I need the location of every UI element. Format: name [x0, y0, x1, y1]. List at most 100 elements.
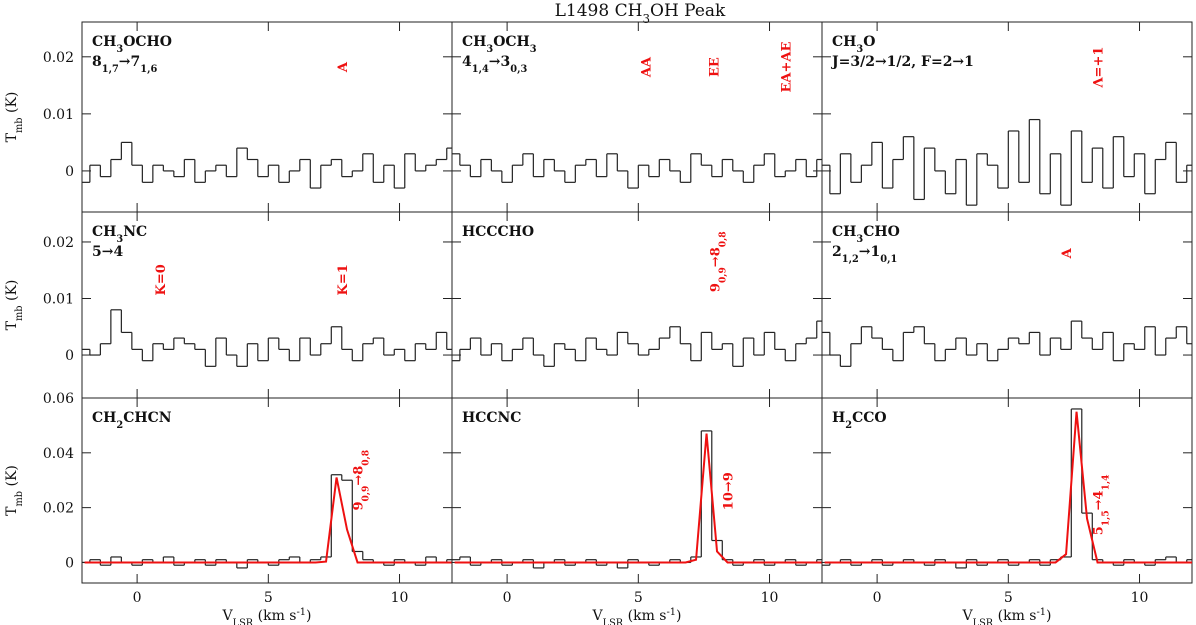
- text-run: O: [863, 34, 875, 50]
- text-run: →4: [1092, 490, 1107, 510]
- transition-label: AA: [639, 56, 654, 78]
- plot-area: [82, 474, 452, 569]
- gaussian-fit: [84, 477, 452, 564]
- x-tick-label: 10: [391, 590, 409, 606]
- subscript: 0,3: [510, 64, 527, 75]
- species-label: HCCCHO: [462, 224, 534, 240]
- transition-label: EA+AE: [779, 42, 794, 93]
- species-label: CH3OCHO: [92, 34, 172, 55]
- plot-area: [822, 408, 1192, 569]
- y-tick-label: 0.06: [43, 391, 74, 407]
- subscript: 3: [530, 44, 537, 55]
- text-run: (K): [4, 280, 20, 306]
- y-tick-label: 0.02: [43, 50, 74, 66]
- text-run: V: [961, 608, 973, 624]
- text-run: T: [4, 506, 20, 516]
- panel-frame: [821, 397, 1193, 584]
- species-label: CH3OCH3: [462, 34, 537, 55]
- species-label: CH3CHO: [832, 224, 900, 245]
- text-run: Λ=+1: [1092, 47, 1107, 89]
- subscript: mb: [14, 305, 25, 321]
- text-run: K=1: [336, 264, 351, 295]
- text-run: T: [4, 132, 20, 142]
- transition-label: A: [336, 61, 351, 73]
- subscript: 3: [486, 44, 493, 55]
- text-run: CH: [92, 34, 116, 50]
- gaussian-fit: [824, 411, 1192, 564]
- subscript: 0,8: [717, 231, 728, 247]
- y-tick-label: 0.02: [43, 235, 74, 251]
- transition-label: K=0: [154, 264, 169, 295]
- x-tick-label: 10: [761, 590, 779, 606]
- text-run: T: [4, 320, 20, 330]
- text-run: A: [1060, 247, 1075, 259]
- plot-area: [82, 141, 452, 189]
- plot-area: [452, 320, 822, 367]
- y-tick-label: 0.01: [43, 291, 74, 307]
- text-run: (K): [4, 92, 20, 118]
- text-run: CH: [92, 410, 116, 426]
- x-tick-label: 5: [264, 590, 273, 606]
- text-run: (km s: [993, 608, 1036, 624]
- text-run: 5→4: [92, 244, 123, 260]
- text-run: OCHO: [123, 34, 172, 50]
- subscript: 0,1: [880, 254, 897, 265]
- subscript: LSR: [973, 618, 994, 625]
- species-label: H2CCO: [832, 410, 887, 431]
- plot-area: [82, 309, 452, 367]
- text-run: OCH: [493, 34, 530, 50]
- text-run: EE: [707, 57, 722, 77]
- text-run: A: [336, 61, 351, 73]
- text-run: CCO: [852, 410, 886, 426]
- x-axis-label: VLSR (km s-1): [221, 607, 311, 625]
- transition-label: 10→9: [722, 472, 737, 510]
- transition-label: Λ=+1: [1092, 47, 1107, 89]
- subscript: 3: [116, 234, 123, 245]
- text-run: V: [591, 608, 603, 624]
- subscript: mb: [14, 491, 25, 507]
- species-label: CH3NC: [92, 224, 147, 245]
- transition-label: K=1: [336, 264, 351, 295]
- species-label: CH3O: [832, 34, 875, 55]
- y-axis-label: Tmb (K): [4, 92, 25, 143]
- text-run: 8: [92, 54, 102, 70]
- panel-frame: [821, 21, 1193, 213]
- species-label: 21,2→10,1: [832, 244, 897, 265]
- subscript: 1,6: [140, 64, 157, 75]
- text-run: →1: [859, 244, 880, 260]
- text-run: HCCNC: [462, 410, 521, 426]
- species-label: CH2CHCN: [92, 410, 172, 431]
- x-tick-label: 5: [1004, 590, 1013, 606]
- text-run: NC: [123, 224, 147, 240]
- species-label: 81,7→71,6: [92, 54, 158, 75]
- text-run: OH Peak: [650, 1, 726, 21]
- text-run: L1498 CH: [555, 1, 643, 21]
- plot-area: [452, 430, 822, 569]
- subscript: 1,4: [1100, 475, 1111, 491]
- text-run: →7: [119, 54, 140, 70]
- subscript: 1,4: [472, 64, 489, 75]
- y-tick-label: 0: [65, 555, 74, 571]
- subscript: 3: [856, 234, 863, 245]
- subscript: LSR: [603, 618, 624, 625]
- transition-label: 51,5→41,4: [1092, 475, 1112, 536]
- plot-area: [822, 320, 1192, 367]
- subscript: 0,9: [360, 486, 371, 502]
- superscript: -1: [1037, 607, 1047, 618]
- figure-title: L1498 CH3OH Peak: [555, 1, 726, 26]
- text-run: K=0: [154, 264, 169, 295]
- text-run: CH: [462, 34, 486, 50]
- gaussian-fit: [454, 433, 822, 564]
- subscript: LSR: [233, 618, 254, 625]
- y-tick-label: 0: [65, 164, 74, 180]
- transition-label: 90,9→80,8: [352, 450, 372, 511]
- y-tick-label: 0: [65, 348, 74, 364]
- subscript: 0,8: [360, 450, 371, 466]
- plot-area: [452, 153, 822, 189]
- superscript: -1: [297, 607, 307, 618]
- plot-area: [822, 118, 1192, 206]
- text-run: 10→9: [722, 472, 737, 510]
- text-run: J=3/2→1/2, F=2→1: [830, 54, 974, 70]
- text-run: →8: [708, 247, 723, 267]
- text-run: ): [676, 608, 681, 624]
